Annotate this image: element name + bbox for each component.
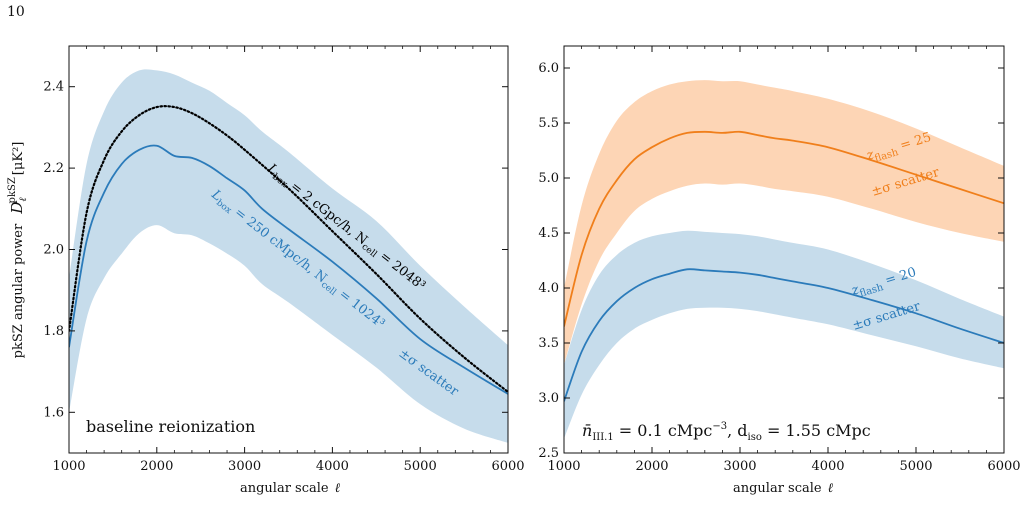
right-plot-area — [564, 80, 1004, 439]
left-x-tick-label: 4000 — [316, 459, 349, 474]
left-scatter-band-0 — [69, 69, 508, 443]
right-chart-panel: 1000 2000 3000 4000 5000 6000 2.5 3.0 3.5 4.0 4.5 5… — [538, 45, 1021, 496]
right-series-line-0 — [564, 130, 1004, 327]
right-y-tick-label: 4.0 — [538, 281, 559, 296]
left-y-tick-label: 2.0 — [43, 243, 64, 258]
left-x-tick-label: 6000 — [491, 459, 524, 474]
left-y-axis-title: pkSZ angular power DℓpkSZ[μK²] — [7, 142, 29, 359]
left-plot-area — [69, 69, 508, 443]
right-x-tick-label: 5000 — [899, 459, 932, 474]
right-scatter-band-1 — [564, 230, 1004, 439]
right-ticks: 1000 2000 3000 4000 5000 6000 2.5 3.0 3.5 4.0 4.5 5… — [538, 46, 1021, 474]
right-y-tick-label: 3.0 — [538, 391, 559, 406]
right-y-tick-label: 3.5 — [538, 336, 559, 351]
left-x-tick-label: 5000 — [404, 459, 437, 474]
right-y-tick-label: 6.0 — [538, 61, 559, 76]
right-axes-frame — [563, 45, 1005, 454]
right-scatter-band-0 — [564, 80, 1004, 365]
right-x-axis-title: angular scale ℓ — [733, 481, 834, 496]
left-y-tick-label: 1.8 — [43, 324, 64, 339]
right-x-tick-label: 6000 — [987, 459, 1020, 474]
left-x-tick-label: 3000 — [228, 459, 261, 474]
left-ticks: 1000 2000 3000 4000 5000 6000 1.6 1.8 2.0 2.2 2.4 — [43, 46, 525, 474]
left-series-line-0 — [69, 144, 508, 395]
right-y-tick-label: 5.5 — [538, 116, 559, 131]
left-chart-panel: 1000 2000 3000 4000 5000 60001.61.82.02.22.4 … — [7, 45, 525, 496]
right-x-tick-label: 2000 — [635, 459, 668, 474]
left-y-tick-label: 2.4 — [43, 80, 64, 95]
left-x-tick-label: 2000 — [140, 459, 173, 474]
right-y-tick-label: 5.0 — [538, 171, 559, 186]
right-y-tick-label: 2.5 — [538, 446, 559, 461]
right-x-tick-label: 1000 — [547, 459, 580, 474]
right-y-tick-label: 4.5 — [538, 226, 559, 241]
left-inset-label: baseline reionization — [86, 417, 255, 436]
right-inset-label: n̄III.1 = 0.1 cMpc−3, diso = 1.55 cMpc — [582, 421, 871, 443]
left-y-tick-label: 2.2 — [43, 161, 64, 176]
left-x-axis-title: angular scale ℓ — [240, 481, 341, 496]
right-series-line-1 — [564, 268, 1004, 402]
left-series-line-1 — [69, 105, 508, 394]
left-y-tick-label: 1.6 — [43, 405, 64, 420]
right-x-tick-label: 3000 — [723, 459, 756, 474]
left-x-tick-label: 1000 — [52, 459, 85, 474]
right-x-tick-label: 4000 — [811, 459, 844, 474]
page-number: 10 — [7, 4, 25, 20]
